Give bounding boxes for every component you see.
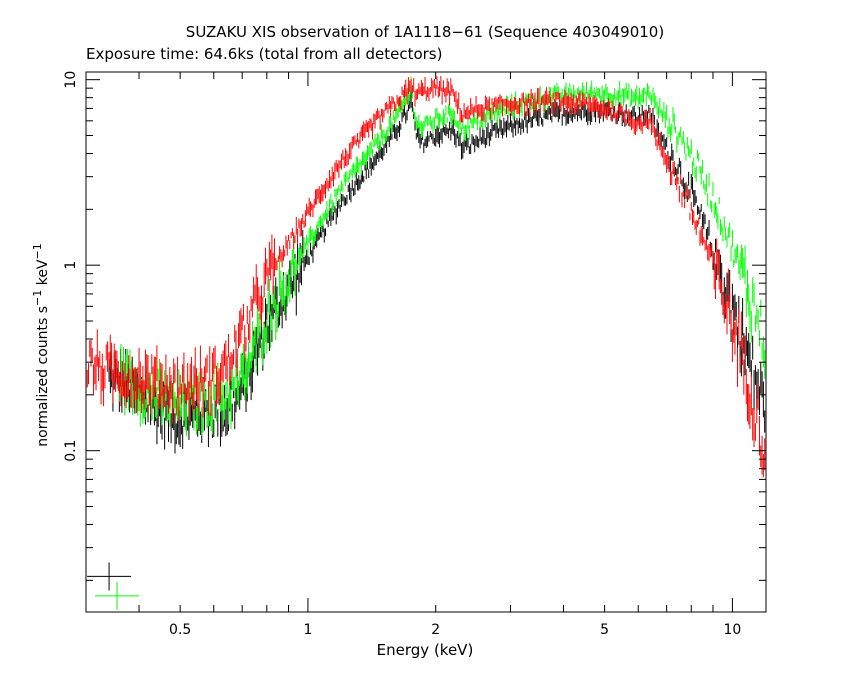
x-tick-label-4: 10 <box>723 622 741 638</box>
x-tick-label-0: 0.5 <box>169 622 191 638</box>
y-axis-label-mid: keV <box>35 259 51 290</box>
x-tick-label-3: 5 <box>600 622 609 638</box>
y-tick-label-0: 0.1 <box>63 440 79 462</box>
data-layer <box>85 75 766 610</box>
x-tick-label-1: 1 <box>303 622 312 638</box>
y-axis-label-base: normalized counts s <box>35 306 51 447</box>
y-axis-label: normalized counts s−1 keV−1 <box>31 243 51 446</box>
x-axis-label: Energy (keV) <box>377 641 474 659</box>
y-tick-label-1: 1 <box>63 261 79 270</box>
y-axis-label-exp2: −1 <box>31 243 44 259</box>
chart-title: SUZAKU XIS observation of 1A1118−61 (Seq… <box>186 23 664 41</box>
legend-marker-0 <box>87 562 132 591</box>
x-tick-label-2: 2 <box>431 622 440 638</box>
plot-frame <box>85 71 767 613</box>
y-tick-label-2: 10 <box>63 71 79 89</box>
axis-ticks: 0.5 1 2 5 10 0.1 1 10 <box>63 71 766 638</box>
series-2 <box>85 75 766 478</box>
series-0 <box>108 90 766 454</box>
legend-marker-1 <box>95 581 140 610</box>
chart-subtitle: Exposure time: 64.6ks (total from all de… <box>86 45 442 63</box>
y-axis-label-exp1: −1 <box>31 290 44 306</box>
